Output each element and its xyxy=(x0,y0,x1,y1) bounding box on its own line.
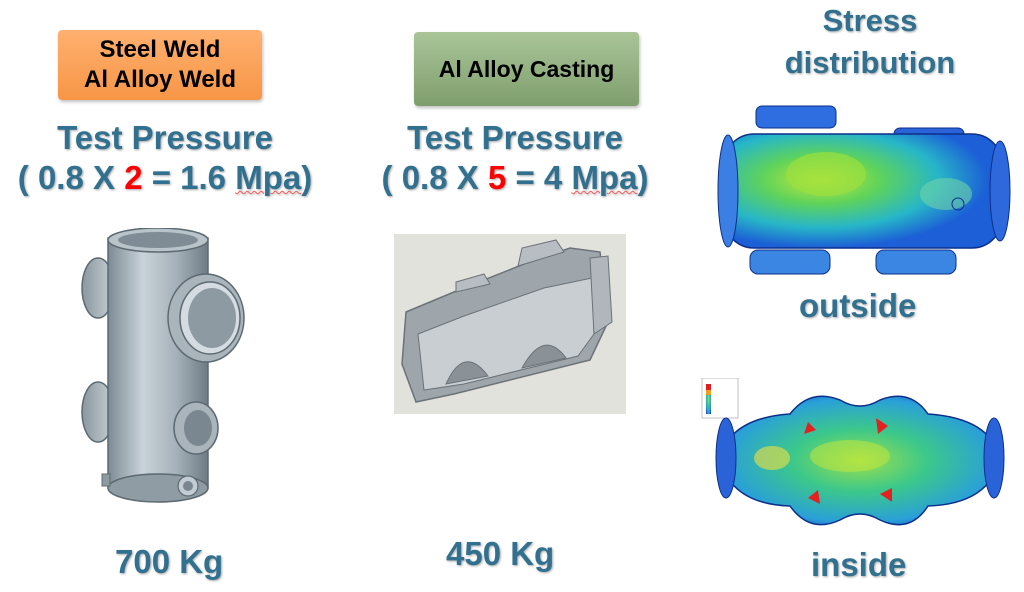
middle-pressure-heading: Test Pressure ( 0.8 X 5 = 4 Mpa) xyxy=(350,118,680,198)
stress-title-line1: Stress xyxy=(822,3,918,38)
left-weight: 700 Kg xyxy=(115,543,224,580)
left-pressure-unit: Mpa xyxy=(235,159,302,196)
middle-weight: 450 Kg xyxy=(446,535,555,572)
middle-pressure-title: Test Pressure xyxy=(407,119,623,156)
casting-section-image xyxy=(394,234,626,414)
tag-line-2: Al Alloy Weld xyxy=(83,66,236,93)
stress-title-line2: distribution xyxy=(784,45,956,80)
steel-weld-tag: Steel Weld Al Alloy Weld xyxy=(58,30,262,100)
middle-pressure-formula: ( 0.8 X 5 = 4 Mpa) xyxy=(381,159,649,196)
caption-inside: inside xyxy=(811,546,907,583)
stress-title: Stress distribution xyxy=(760,0,980,84)
steel-vessel-image xyxy=(81,228,245,503)
stress-inside-image xyxy=(701,378,1005,526)
middle-pressure-unit: Mpa xyxy=(571,159,638,196)
stress-outside-image xyxy=(717,105,1011,275)
caption-outside: outside xyxy=(799,287,917,324)
casting-tag: Al Alloy Casting xyxy=(414,32,639,106)
left-pressure-title: Test Pressure xyxy=(57,119,273,156)
middle-pressure-factor: 5 xyxy=(487,159,507,196)
casting-tag-label: Al Alloy Casting xyxy=(438,55,615,82)
tag-line-1: Steel Weld xyxy=(99,36,221,63)
left-pressure-factor: 2 xyxy=(124,159,143,196)
left-pressure-heading: Test Pressure ( 0.8 X 2 = 1.6 Mpa) xyxy=(0,118,330,198)
left-pressure-formula: ( 0.8 X 2 = 1.6 Mpa) xyxy=(17,159,313,196)
